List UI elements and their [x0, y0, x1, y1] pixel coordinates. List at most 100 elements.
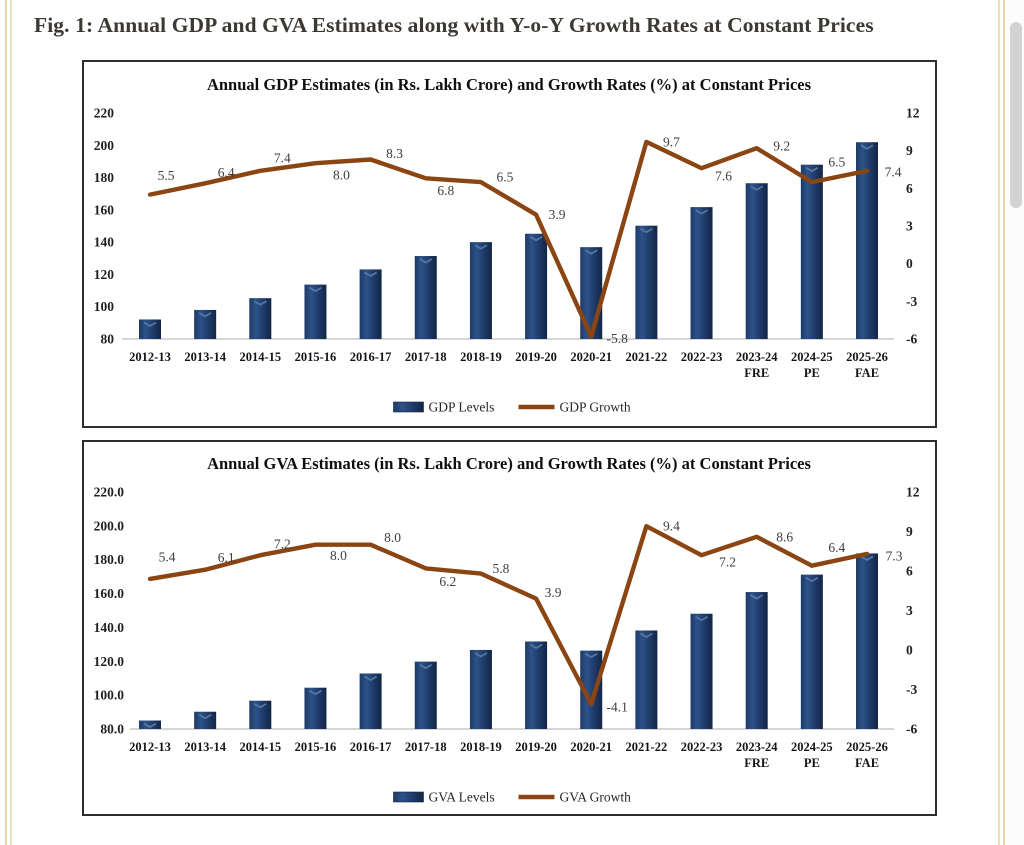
- bar: [856, 142, 878, 339]
- x-axis-label: 2014-15: [239, 350, 281, 364]
- x-axis-label: 2012-13: [129, 350, 171, 364]
- bar-top-bevel: [474, 652, 488, 658]
- bar-top-bevel: [253, 702, 267, 709]
- bar: [580, 650, 603, 729]
- growth-data-label: 8.0: [330, 548, 347, 563]
- growth-data-label: -4.1: [607, 699, 628, 714]
- left-axis-tick: 160: [94, 202, 115, 217]
- bar-top-bevel: [364, 271, 378, 277]
- bar: [194, 309, 217, 339]
- right-axis-tick: 3: [906, 219, 913, 234]
- scrollbar-thumb[interactable]: [1010, 22, 1022, 208]
- growth-data-label: 6.5: [828, 155, 845, 170]
- right-axis-tick: -3: [906, 294, 917, 309]
- growth-data-label: 8.0: [333, 168, 350, 183]
- bar-top-bevel: [419, 258, 433, 264]
- x-axis-label: 2020-21: [570, 350, 612, 364]
- bar-top-bevel: [805, 576, 819, 583]
- chart-gva: Annual GVA Estimates (in Rs. Lakh Crore)…: [82, 440, 937, 816]
- bar: [690, 207, 713, 339]
- growth-data-label: 3.9: [545, 585, 562, 600]
- legend-bar-label: GDP Levels: [429, 400, 495, 415]
- legend-bar-swatch: [393, 401, 424, 413]
- bar: [359, 673, 382, 729]
- left-axis-tick: 120: [94, 267, 115, 282]
- x-axis-note: PE: [804, 756, 820, 770]
- bar: [525, 641, 548, 729]
- x-axis-note: FAE: [855, 366, 879, 380]
- x-axis-note: FAE: [855, 756, 879, 770]
- left-axis-tick: 80: [101, 332, 115, 347]
- bar-top-bevel: [309, 689, 322, 696]
- growth-data-label: 7.6: [715, 169, 732, 184]
- growth-line: [147, 139, 870, 339]
- right-axis-tick: 9: [906, 143, 913, 158]
- x-axis-label: 2018-19: [460, 350, 502, 364]
- right-axis-tick: -6: [906, 722, 917, 737]
- chart-title: Annual GVA Estimates (in Rs. Lakh Crore)…: [207, 454, 811, 473]
- bar: [304, 284, 327, 339]
- left-axis-tick: 200.0: [94, 518, 125, 533]
- bar-top-bevel: [529, 235, 543, 242]
- x-axis-note: PE: [804, 366, 820, 380]
- figure-title: Fig. 1: Annual GDP and GVA Estimates alo…: [34, 13, 874, 37]
- right-axis-tick: -3: [906, 682, 917, 697]
- x-axis-label: 2022-23: [681, 740, 723, 754]
- x-axis-label: 2014-15: [239, 740, 281, 754]
- chart-gdp: Annual GDP Estimates (in Rs. Lakh Crore)…: [82, 60, 937, 428]
- growth-line: [147, 524, 870, 707]
- bar: [194, 711, 217, 729]
- bar-top-bevel: [805, 166, 819, 173]
- bar-top-bevel: [143, 321, 157, 328]
- bar-top-bevel: [860, 555, 874, 561]
- growth-data-label: 8.3: [386, 146, 403, 161]
- chart-canvas: Annual GVA Estimates (in Rs. Lakh Crore)…: [94, 454, 920, 805]
- bar-top-bevel: [750, 185, 764, 191]
- x-axis-label: 2013-14: [184, 350, 226, 364]
- bar-top-bevel: [695, 209, 708, 215]
- left-axis-tick: 80.0: [100, 722, 124, 737]
- x-axis-label: 2013-14: [184, 740, 226, 754]
- bar: [304, 687, 327, 729]
- bar: [139, 319, 161, 339]
- x-axis-label: 2024-25: [791, 740, 833, 754]
- bar: [359, 269, 382, 339]
- growth-data-label: 7.2: [719, 555, 736, 570]
- x-axis-label: 2016-17: [350, 350, 392, 364]
- growth-data-label: 6.4: [218, 165, 235, 180]
- bar: [249, 298, 272, 339]
- x-axis-label: 2022-23: [681, 350, 723, 364]
- bar-top-bevel: [750, 594, 764, 600]
- x-axis-label: 2019-20: [515, 740, 557, 754]
- legend-bar-label: GVA Levels: [429, 790, 495, 805]
- bar-top-bevel: [198, 312, 212, 318]
- x-axis-note: FRE: [744, 366, 769, 380]
- bar-top-bevel: [584, 249, 598, 255]
- chart-canvas: Annual GDP Estimates (in Rs. Lakh Crore)…: [94, 75, 920, 415]
- bar-top-bevel: [309, 286, 322, 293]
- growth-data-label: -5.8: [607, 331, 629, 346]
- x-axis-label: 2020-21: [570, 740, 612, 754]
- growth-data-label: 6.5: [496, 170, 513, 185]
- bar-top-bevel: [474, 244, 488, 250]
- bar-top-bevel: [143, 722, 157, 729]
- page-border-left-inner: [10, 0, 12, 845]
- x-axis-label: 2024-25: [791, 350, 833, 364]
- right-axis-tick: 0: [906, 643, 913, 658]
- x-axis-label: 2019-20: [515, 350, 557, 364]
- growth-data-label: 6.1: [218, 550, 235, 565]
- bar: [249, 700, 272, 729]
- bar: [469, 242, 492, 339]
- bar-top-bevel: [529, 643, 543, 650]
- bar: [800, 164, 823, 339]
- growth-data-label: 7.4: [885, 164, 902, 179]
- scrollbar[interactable]: [1008, 0, 1024, 845]
- left-axis-tick: 160.0: [94, 586, 125, 601]
- growth-data-label: 7.3: [886, 548, 903, 563]
- bar-top-bevel: [860, 144, 874, 150]
- right-axis-tick: 12: [906, 485, 920, 500]
- bar-top-bevel: [695, 615, 708, 622]
- bar: [525, 233, 548, 339]
- right-axis-tick: 0: [906, 256, 913, 271]
